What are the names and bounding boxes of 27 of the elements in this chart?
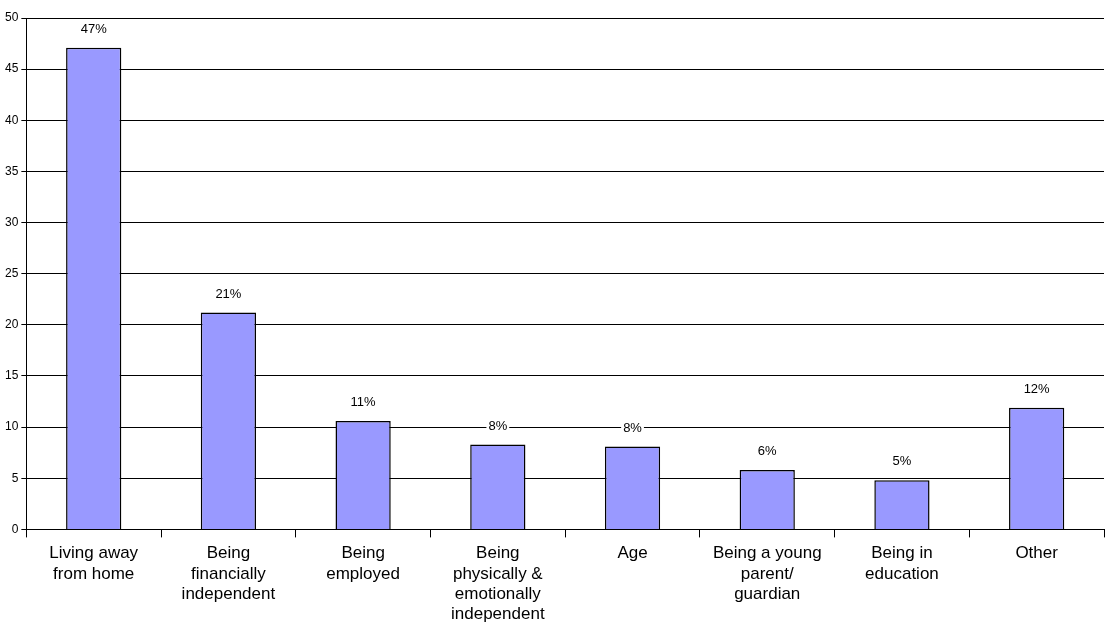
x-tick-label: Living away from home [49, 543, 139, 583]
y-tick-label: 35 [4, 163, 19, 178]
y-tick-label: 20 [4, 317, 19, 332]
y-tick-label: 5 [11, 470, 19, 485]
y-tick-label: 15 [4, 368, 19, 383]
y-tick-label: 0 [11, 521, 19, 536]
y-tick-label: 50 [4, 10, 19, 25]
data-label: 47% [80, 20, 108, 36]
data-label: 8% [488, 417, 508, 433]
x-tick-label: Being employed [326, 543, 400, 583]
y-tick-label: 25 [4, 266, 19, 281]
y-tick-label: 10 [4, 419, 19, 434]
y-tick-label: 30 [4, 214, 19, 229]
data-label: 8% [623, 419, 643, 435]
x-tick-label: Age [617, 543, 648, 563]
data-label: 5% [892, 453, 912, 469]
x-tick-label: Being physically & emotionally independent [451, 543, 545, 624]
data-label: 21% [215, 285, 242, 301]
y-tick-label: 40 [4, 112, 19, 127]
x-tick-label: Being in education [865, 543, 939, 583]
x-tick-label: Other [1015, 543, 1059, 563]
x-tick-label: Being a young parent/ guardian [712, 543, 822, 604]
y-tick-label: 45 [4, 61, 19, 76]
x-tick-label: Being financially independent [181, 543, 276, 604]
data-label: 11% [350, 394, 377, 410]
data-label: 12% [1023, 380, 1051, 396]
data-label: 6% [757, 443, 778, 459]
